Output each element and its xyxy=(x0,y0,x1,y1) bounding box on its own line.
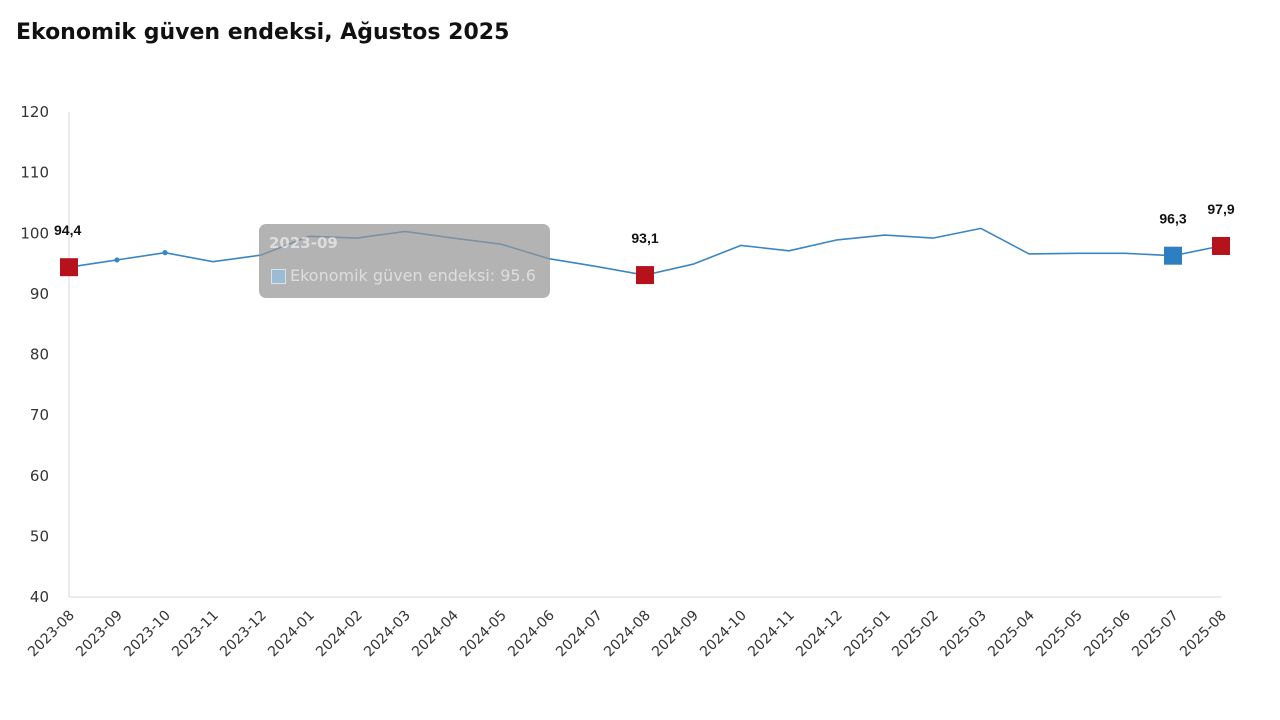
point-marker xyxy=(114,257,120,263)
y-axis-ticks: 40 50 60 70 80 90 100 110 120 xyxy=(20,103,49,606)
x-tick-label: 2024-11 xyxy=(745,608,798,661)
data-label: 93,1 xyxy=(631,230,658,246)
y-tick-label: 110 xyxy=(20,164,49,182)
x-tick-label: 2024-09 xyxy=(649,608,702,661)
x-tick-label: 2025-01 xyxy=(841,608,894,661)
point-marker xyxy=(162,250,168,256)
x-tick-label: 2025-02 xyxy=(889,608,942,661)
x-tick-label: 2025-08 xyxy=(1177,608,1230,661)
chart-axes xyxy=(68,112,1221,598)
y-tick-label: 100 xyxy=(20,224,49,242)
x-tick-label: 2025-07 xyxy=(1129,608,1182,661)
data-label: 94,4 xyxy=(54,222,81,238)
x-tick-label: 2024-07 xyxy=(553,608,606,661)
x-tick-label: 2023-10 xyxy=(121,608,174,661)
highlight-marker xyxy=(60,258,78,277)
data-label: 96,3 xyxy=(1159,211,1186,227)
x-tick-label: 2024-05 xyxy=(457,608,510,661)
y-tick-label: 90 xyxy=(30,285,49,303)
y-tick-label: 120 xyxy=(20,103,49,121)
x-tick-label: 2023-08 xyxy=(25,608,78,661)
chart-title: Ekonomik güven endeksi, Ağustos 2025 xyxy=(16,20,510,45)
x-axis-ticks: 2023-082023-092023-102023-112023-122024-… xyxy=(25,607,1230,660)
data-label: 97,9 xyxy=(1207,201,1234,217)
y-tick-label: 50 xyxy=(30,527,49,545)
tooltip-date: 2023-09 xyxy=(269,234,338,252)
y-tick-label: 60 xyxy=(30,467,49,485)
x-tick-label: 2024-03 xyxy=(361,608,414,661)
y-tick-label: 40 xyxy=(30,588,49,606)
markers-group xyxy=(60,236,1230,285)
x-tick-label: 2025-06 xyxy=(1081,607,1134,660)
x-tick-label: 2025-04 xyxy=(985,607,1038,660)
x-tick-label: 2023-12 xyxy=(217,608,270,661)
y-tick-label: 80 xyxy=(30,346,49,364)
x-tick-label: 2024-01 xyxy=(265,608,318,661)
x-tick-label: 2024-04 xyxy=(409,607,462,660)
y-tick-label: 70 xyxy=(30,406,49,424)
x-tick-label: 2025-03 xyxy=(937,608,990,661)
highlight-marker xyxy=(636,266,654,285)
x-tick-label: 2023-11 xyxy=(169,608,222,661)
hover-tooltip: 2023-09 Ekonomik güven endeksi: 95.6 xyxy=(259,224,550,298)
data-labels-group: 94,4 93,1 96,3 97,9 xyxy=(54,201,1235,246)
highlight-marker xyxy=(1164,246,1182,265)
tooltip-series-swatch xyxy=(271,269,286,284)
x-tick-label: 2023-09 xyxy=(73,608,126,661)
x-tick-label: 2025-05 xyxy=(1033,608,1086,661)
x-tick-label: 2024-10 xyxy=(697,608,750,661)
x-tick-label: 2024-06 xyxy=(505,607,558,660)
x-tick-label: 2024-12 xyxy=(793,608,846,661)
x-tick-label: 2024-02 xyxy=(313,608,366,661)
tooltip-value: Ekonomik güven endeksi: 95.6 xyxy=(290,266,536,285)
highlight-marker xyxy=(1212,236,1230,255)
x-tick-label: 2024-08 xyxy=(601,608,654,661)
